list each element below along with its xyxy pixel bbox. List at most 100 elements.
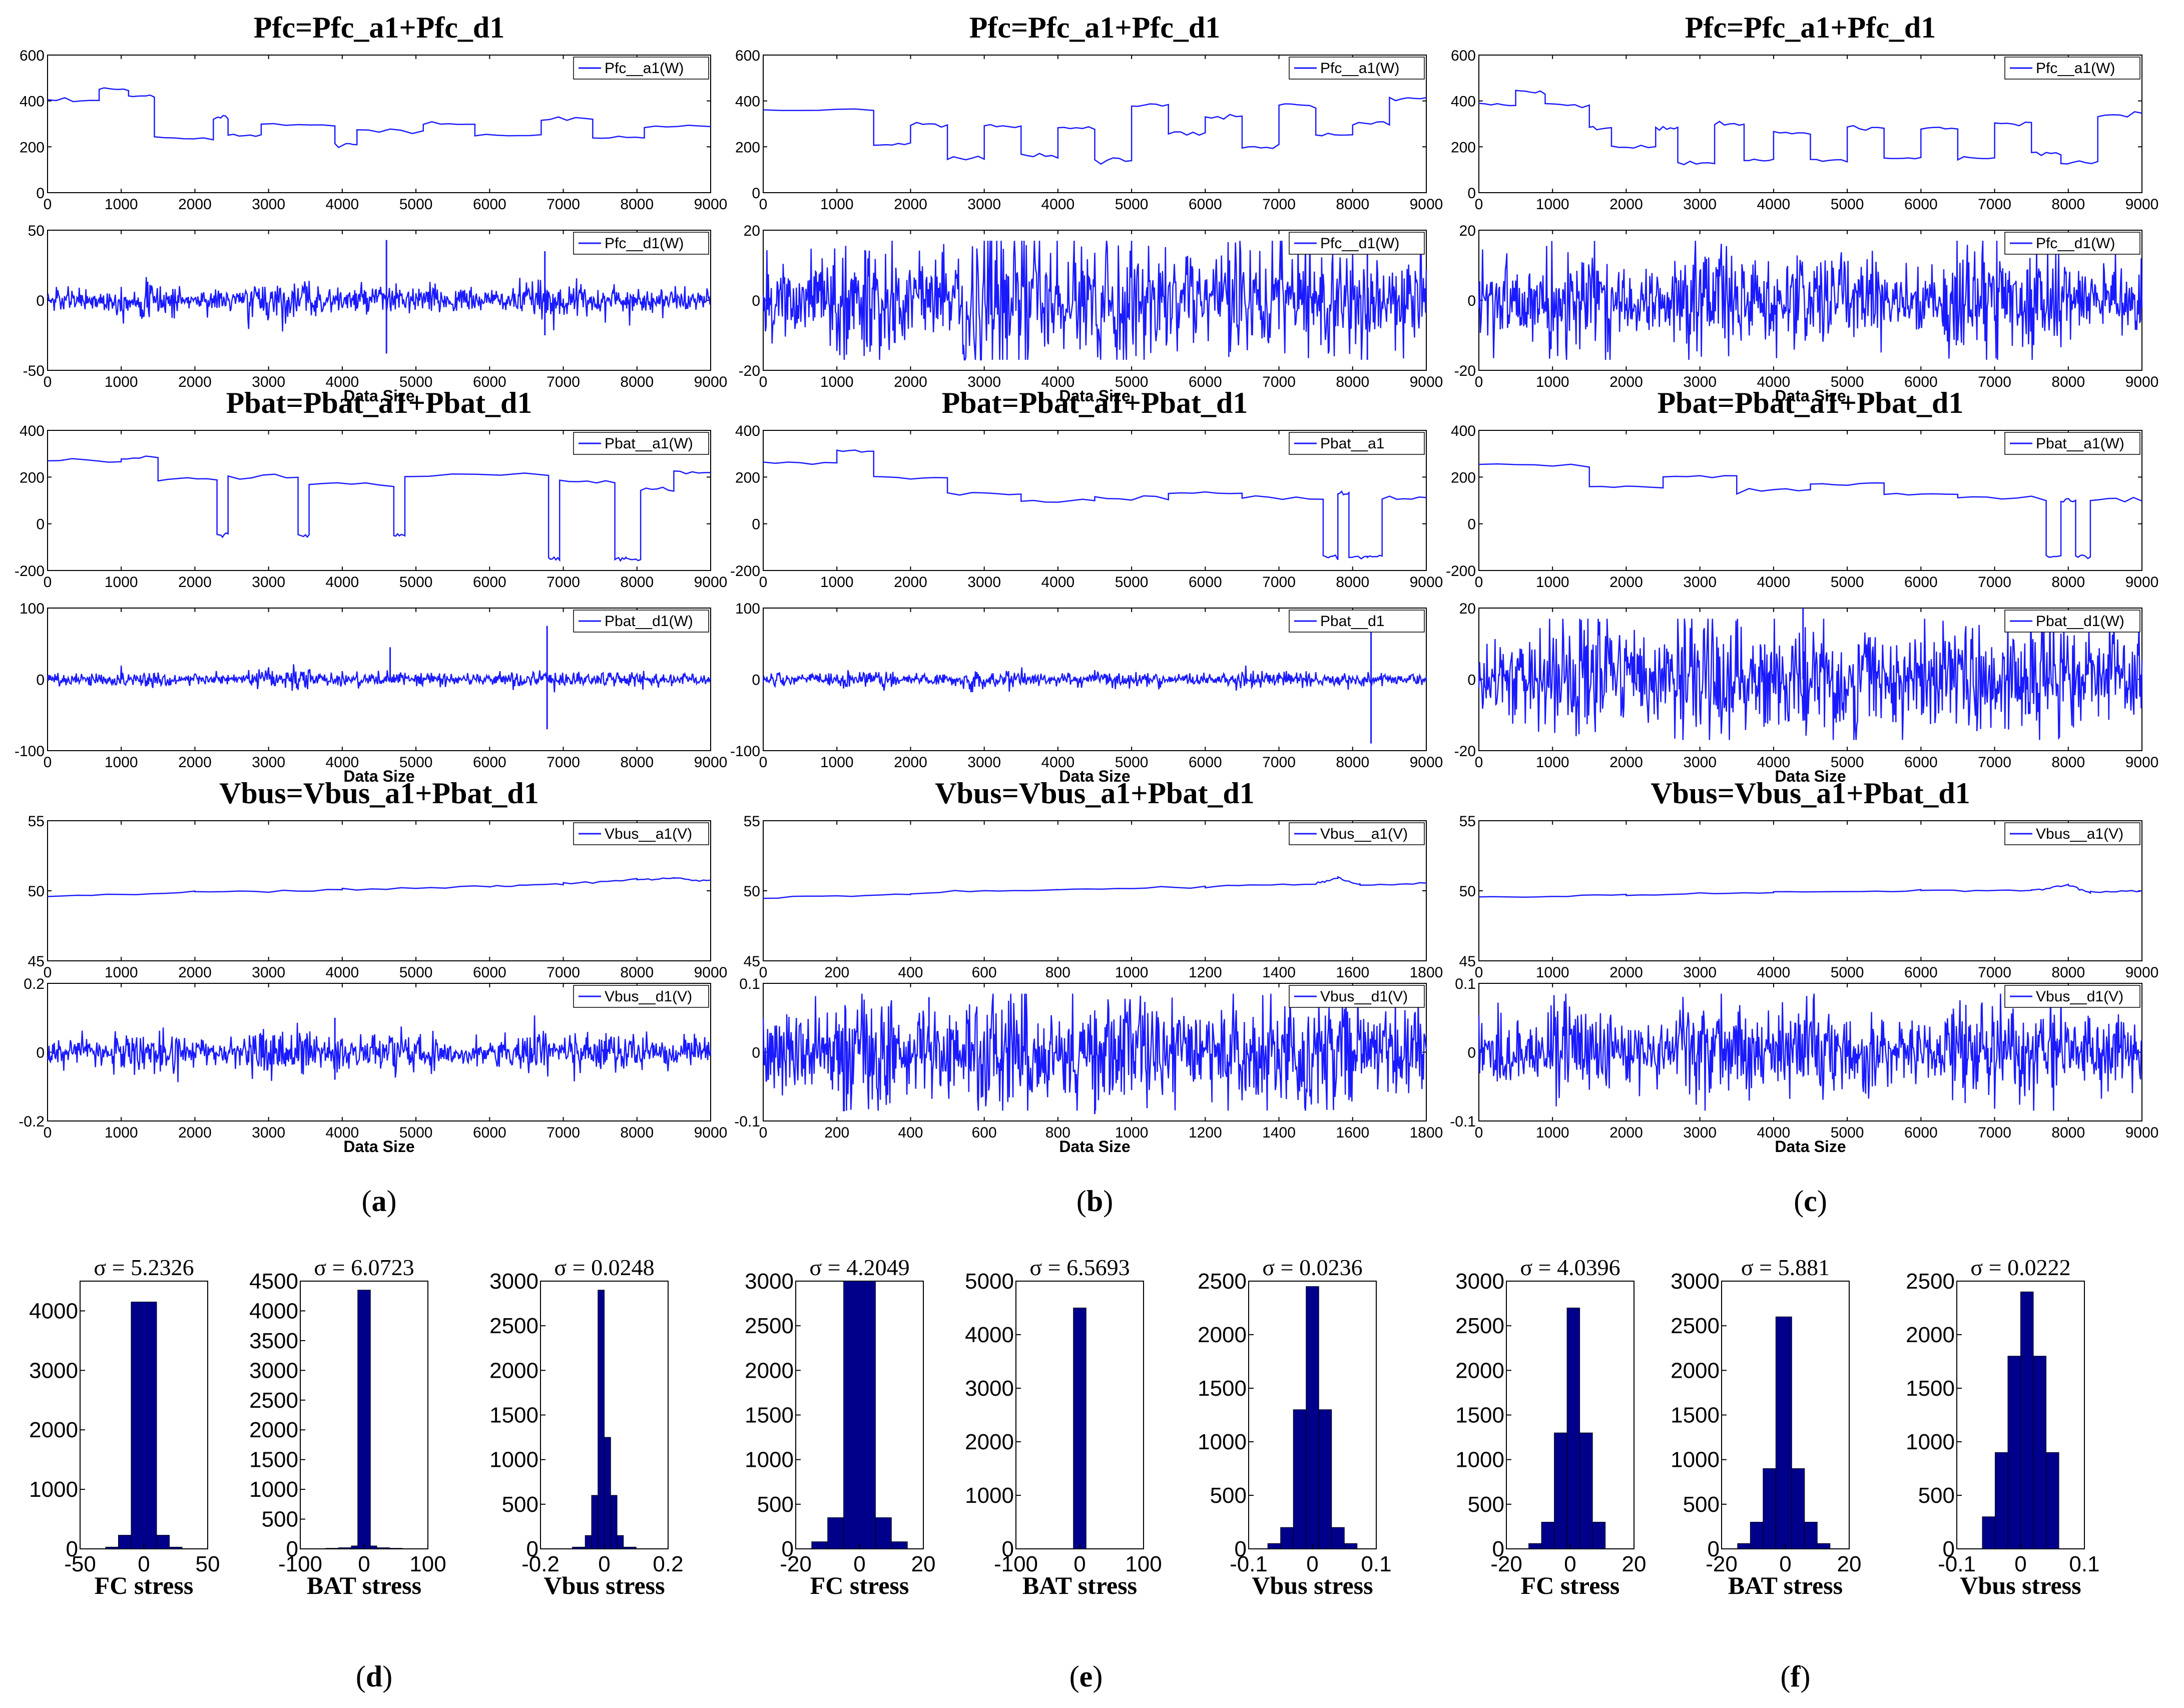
y-tick-label: 400 [20, 423, 45, 439]
y-tick-label: 45 [1459, 953, 1476, 970]
x-tick-label: -20 [1706, 1552, 1738, 1576]
x-tick-label: 5000 [399, 374, 433, 390]
x-tick-label: 0 [598, 1552, 610, 1576]
histogram-bar [1737, 1543, 1751, 1549]
x-tick-label: 5000 [1831, 374, 1864, 390]
x-tick-label: 8000 [620, 196, 654, 213]
x-tick-label: 9000 [1410, 374, 1443, 390]
histogram-bar [376, 1547, 390, 1549]
x-tick-label: 800 [1045, 964, 1070, 981]
y-tick-label: 2000 [1906, 1323, 1955, 1347]
y-tick-label: 4000 [965, 1323, 1014, 1347]
x-tick-label: 1000 [1536, 574, 1569, 591]
x-tick-label: 9000 [694, 1124, 728, 1141]
histogram-bar [1763, 1468, 1776, 1549]
x-tick-label: 0 [1306, 1552, 1318, 1576]
y-tick-label: 5000 [965, 1269, 1014, 1294]
y-tick-label: -20 [1454, 743, 1476, 760]
subplot-title: Pfc=Pfc_a1+Pfc_d1 [1685, 11, 1936, 44]
subplot: 0 1000 2000 3000 4000 5000 6000 7000 8000 9000 45 5… [1459, 813, 2159, 981]
x-tick-label: 5000 [399, 196, 433, 213]
y-tick-label: 200 [1451, 469, 1476, 486]
y-tick-label: 1000 [1455, 1448, 1504, 1472]
sigma-label: σ = 0.0236 [1262, 1255, 1362, 1280]
x-tick-label: 7000 [1262, 196, 1296, 213]
y-tick-label: 0 [36, 672, 45, 689]
histogram-bar [389, 1548, 403, 1549]
x-tick-label: 6000 [1904, 196, 1938, 213]
histogram: -100 0 10005001000150020002500300035004000… [249, 1255, 446, 1599]
x-tick-label: -20 [780, 1552, 812, 1576]
x-tick-label: 1600 [1336, 1124, 1369, 1141]
y-tick-label: 1000 [1906, 1430, 1955, 1454]
y-tick-label: 0 [1235, 1537, 1247, 1561]
y-tick-label: 500 [502, 1492, 538, 1517]
x-tick-label: 2000 [894, 196, 927, 213]
x-tick-label: 8000 [2051, 196, 2085, 213]
x-tick-label: 0 [1475, 574, 1483, 591]
sigma-label: σ = 0.0248 [554, 1255, 654, 1280]
histogram-bar [1267, 1543, 1281, 1549]
x-tick-label: 0 [759, 964, 768, 981]
x-tick-label: 1000 [820, 754, 854, 771]
histogram-bar [169, 1546, 183, 1549]
subplot: 0 1000 2000 3000 4000 5000 6000 7000 8000 9000 45 5… [28, 813, 728, 981]
x-axis-label: Data Size [343, 767, 414, 785]
x-tick-label: 200 [824, 1124, 849, 1141]
x-tick-label: 7000 [547, 196, 580, 213]
legend-label: Vbus__d1(V) [2036, 988, 2123, 1005]
y-tick-label: 500 [757, 1492, 794, 1517]
x-tick-label: 8000 [620, 574, 654, 591]
x-tick-label: 2000 [178, 754, 212, 771]
x-tick-label: 7000 [1262, 374, 1296, 390]
subplot-title: Pfc=Pfc_a1+Pfc_d1 [254, 11, 505, 44]
histogram-bar [2020, 1291, 2034, 1549]
sigma-label: σ = 0.0222 [1970, 1255, 2070, 1280]
series-line [762, 665, 1427, 693]
x-tick-label: 9000 [694, 574, 728, 591]
histogram-bar [617, 1535, 624, 1549]
x-tick-label: 1000 [105, 374, 138, 390]
x-tick-label: 9000 [2125, 196, 2159, 213]
y-tick-label: 0 [782, 1537, 794, 1561]
x-tick-label: 1000 [1536, 1124, 1569, 1141]
x-tick-label: 3000 [967, 574, 1001, 591]
series-line [763, 876, 1427, 899]
x-tick-label: 5000 [1115, 196, 1149, 213]
x-tick-label: 20 [1837, 1552, 1862, 1576]
y-tick-label: 0 [752, 293, 760, 309]
subplot-title: Pbat=Pbat_a1+Pbat_d1 [226, 386, 532, 419]
y-tick-label: 55 [744, 813, 760, 830]
subplot: 0 1000 2000 3000 4000 5000 6000 7000 8000 9000 -0.… [1450, 976, 2158, 1156]
histogram-bar [891, 1541, 908, 1549]
y-tick-label: 200 [20, 469, 45, 486]
histogram-bar [598, 1290, 605, 1549]
x-tick-label: 100 [1125, 1552, 1162, 1576]
y-tick-label: -20 [1454, 363, 1476, 379]
histogram-bar [1750, 1522, 1764, 1549]
legend-label: Pbat__a1 [1320, 435, 1384, 452]
y-tick-label: 55 [28, 813, 45, 830]
x-tick-label: 0 [1475, 374, 1483, 390]
y-tick-label: 0 [1492, 1537, 1504, 1561]
y-tick-label: 600 [20, 48, 45, 64]
y-tick-label: 500 [1468, 1492, 1504, 1517]
x-tick-label: 5000 [1831, 1124, 1864, 1141]
y-tick-label: 20 [1459, 223, 1476, 239]
y-tick-label: 0 [752, 185, 760, 202]
histogram-bar [105, 1546, 119, 1549]
x-tick-label: 0 [44, 196, 52, 213]
x-tick-label: -20 [1490, 1552, 1522, 1576]
subplot: 0 1000 2000 3000 4000 5000 6000 7000 8000 9000-10… [730, 601, 1443, 785]
x-tick-label: 5000 [1831, 964, 1864, 981]
x-tick-label: 20 [1622, 1552, 1647, 1576]
x-tick-label: 7000 [1978, 196, 2011, 213]
x-tick-label: -50 [64, 1552, 96, 1576]
x-tick-label: 1400 [1262, 1124, 1296, 1141]
x-tick-label: 20 [911, 1552, 936, 1576]
